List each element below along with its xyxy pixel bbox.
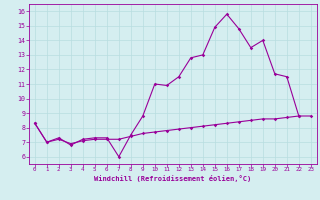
X-axis label: Windchill (Refroidissement éolien,°C): Windchill (Refroidissement éolien,°C) (94, 175, 252, 182)
